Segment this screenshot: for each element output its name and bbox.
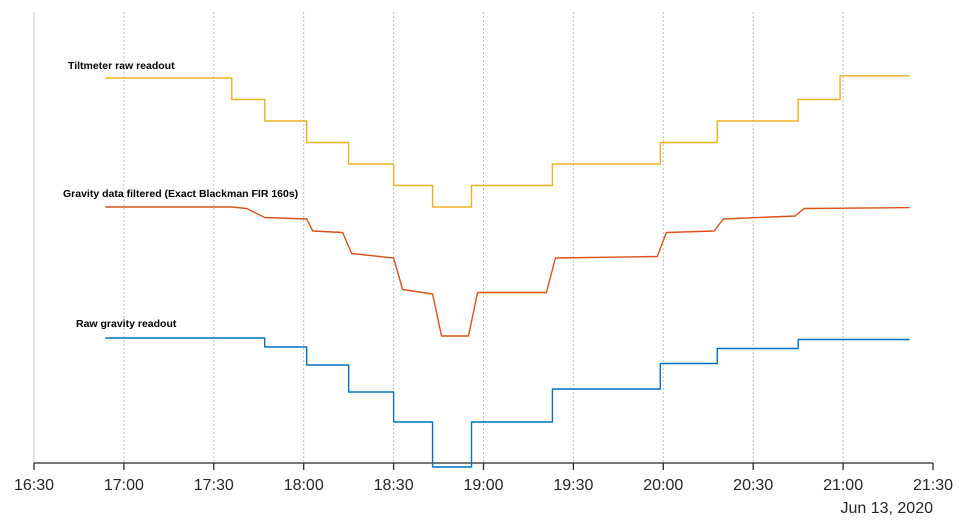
label-layer: 16:30 17:00 17:30 18:00 18:30 19:00 19:30 20:00… [14, 60, 953, 494]
x-tick-label: 21:30 [913, 477, 953, 494]
series-line-gravity-data-filtered-exact-blackman-fir-160s [105, 206, 910, 337]
x-tick-label: 19:30 [553, 477, 593, 494]
x-tick-label: 20:30 [733, 477, 773, 494]
axis-layer [33, 12, 933, 464]
date-label: Jun 13, 2020 [840, 500, 933, 517]
series-label-gravity-data-filtered-exact-blackman-fir-160s: Gravity data filtered (Exact Blackman FI… [63, 188, 298, 200]
series-layer [105, 75, 910, 468]
series-line-raw-gravity-readout [105, 337, 910, 468]
x-tick-label: 20:00 [643, 477, 683, 494]
x-tick-label: 18:00 [284, 477, 324, 494]
x-tick-label: 16:30 [14, 477, 54, 494]
x-tick-label: 21:00 [823, 477, 863, 494]
x-tick-label: 17:00 [104, 477, 144, 494]
x-tick-label: 17:30 [194, 477, 234, 494]
series-label-tiltmeter-raw-readout: Tiltmeter raw readout [68, 60, 175, 72]
grid-layer [33, 12, 934, 470]
series-line-tiltmeter-raw-readout [105, 75, 910, 208]
x-tick-label: 19:00 [463, 477, 503, 494]
x-tick-label: 18:30 [374, 477, 414, 494]
series-label-raw-gravity-readout: Raw gravity readout [76, 318, 177, 330]
